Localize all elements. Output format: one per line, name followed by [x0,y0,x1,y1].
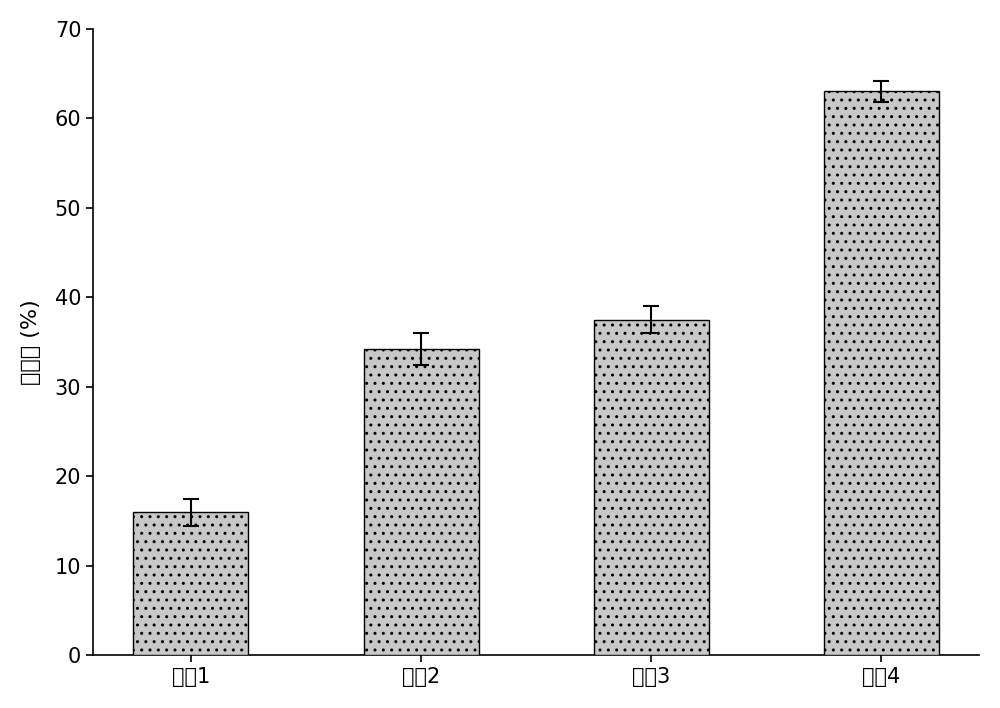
Bar [133,512,248,656]
Bar [824,91,939,656]
Y-axis label: 去除率 (%): 去除率 (%) [21,299,41,385]
Bar [594,320,709,656]
Bar [364,349,479,656]
